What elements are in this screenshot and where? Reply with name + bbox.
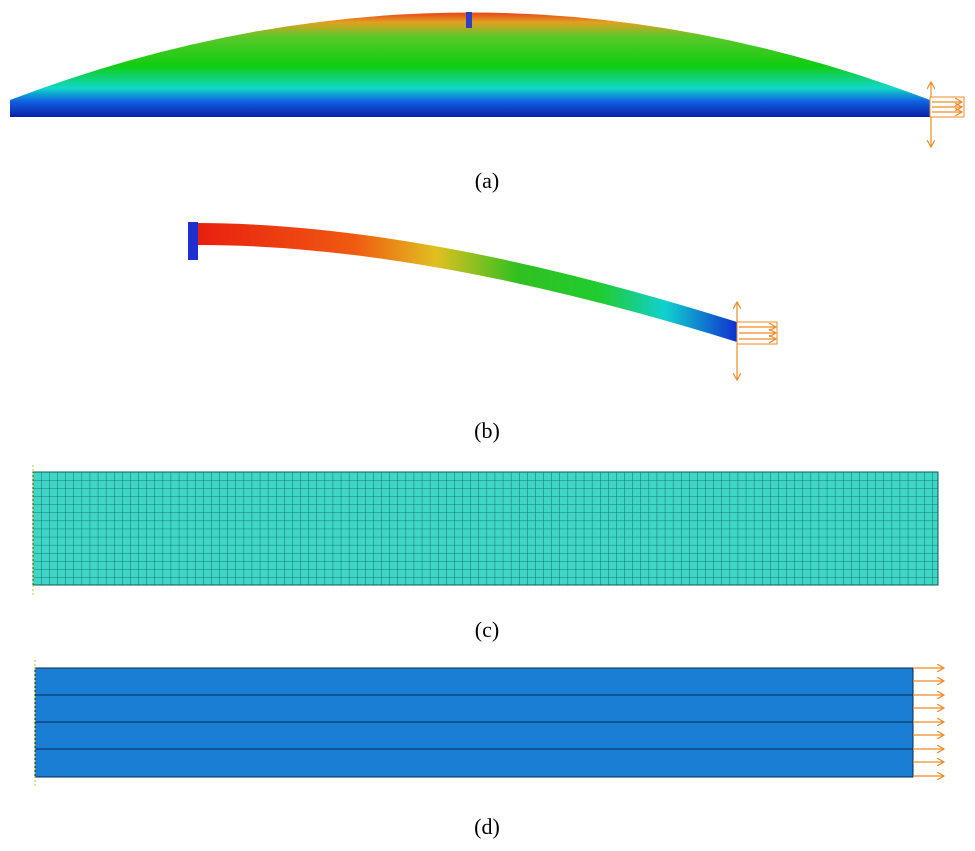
panel-d: (d) (34, 660, 944, 839)
panel-c: (c) (32, 465, 939, 642)
caption: (c) (475, 617, 499, 642)
load-arrows (737, 302, 778, 380)
caption: (d) (474, 814, 500, 839)
support (466, 12, 472, 28)
panel-b: (b) (188, 222, 778, 443)
caption: (a) (475, 168, 499, 193)
panel-a: (a) (10, 12, 965, 193)
mesh (32, 471, 939, 586)
load-arrows (913, 668, 944, 776)
deformed-beam (190, 222, 737, 342)
deformed-plate (10, 12, 930, 117)
support (188, 222, 198, 260)
caption: (b) (474, 418, 500, 443)
load-arrows (930, 82, 965, 147)
